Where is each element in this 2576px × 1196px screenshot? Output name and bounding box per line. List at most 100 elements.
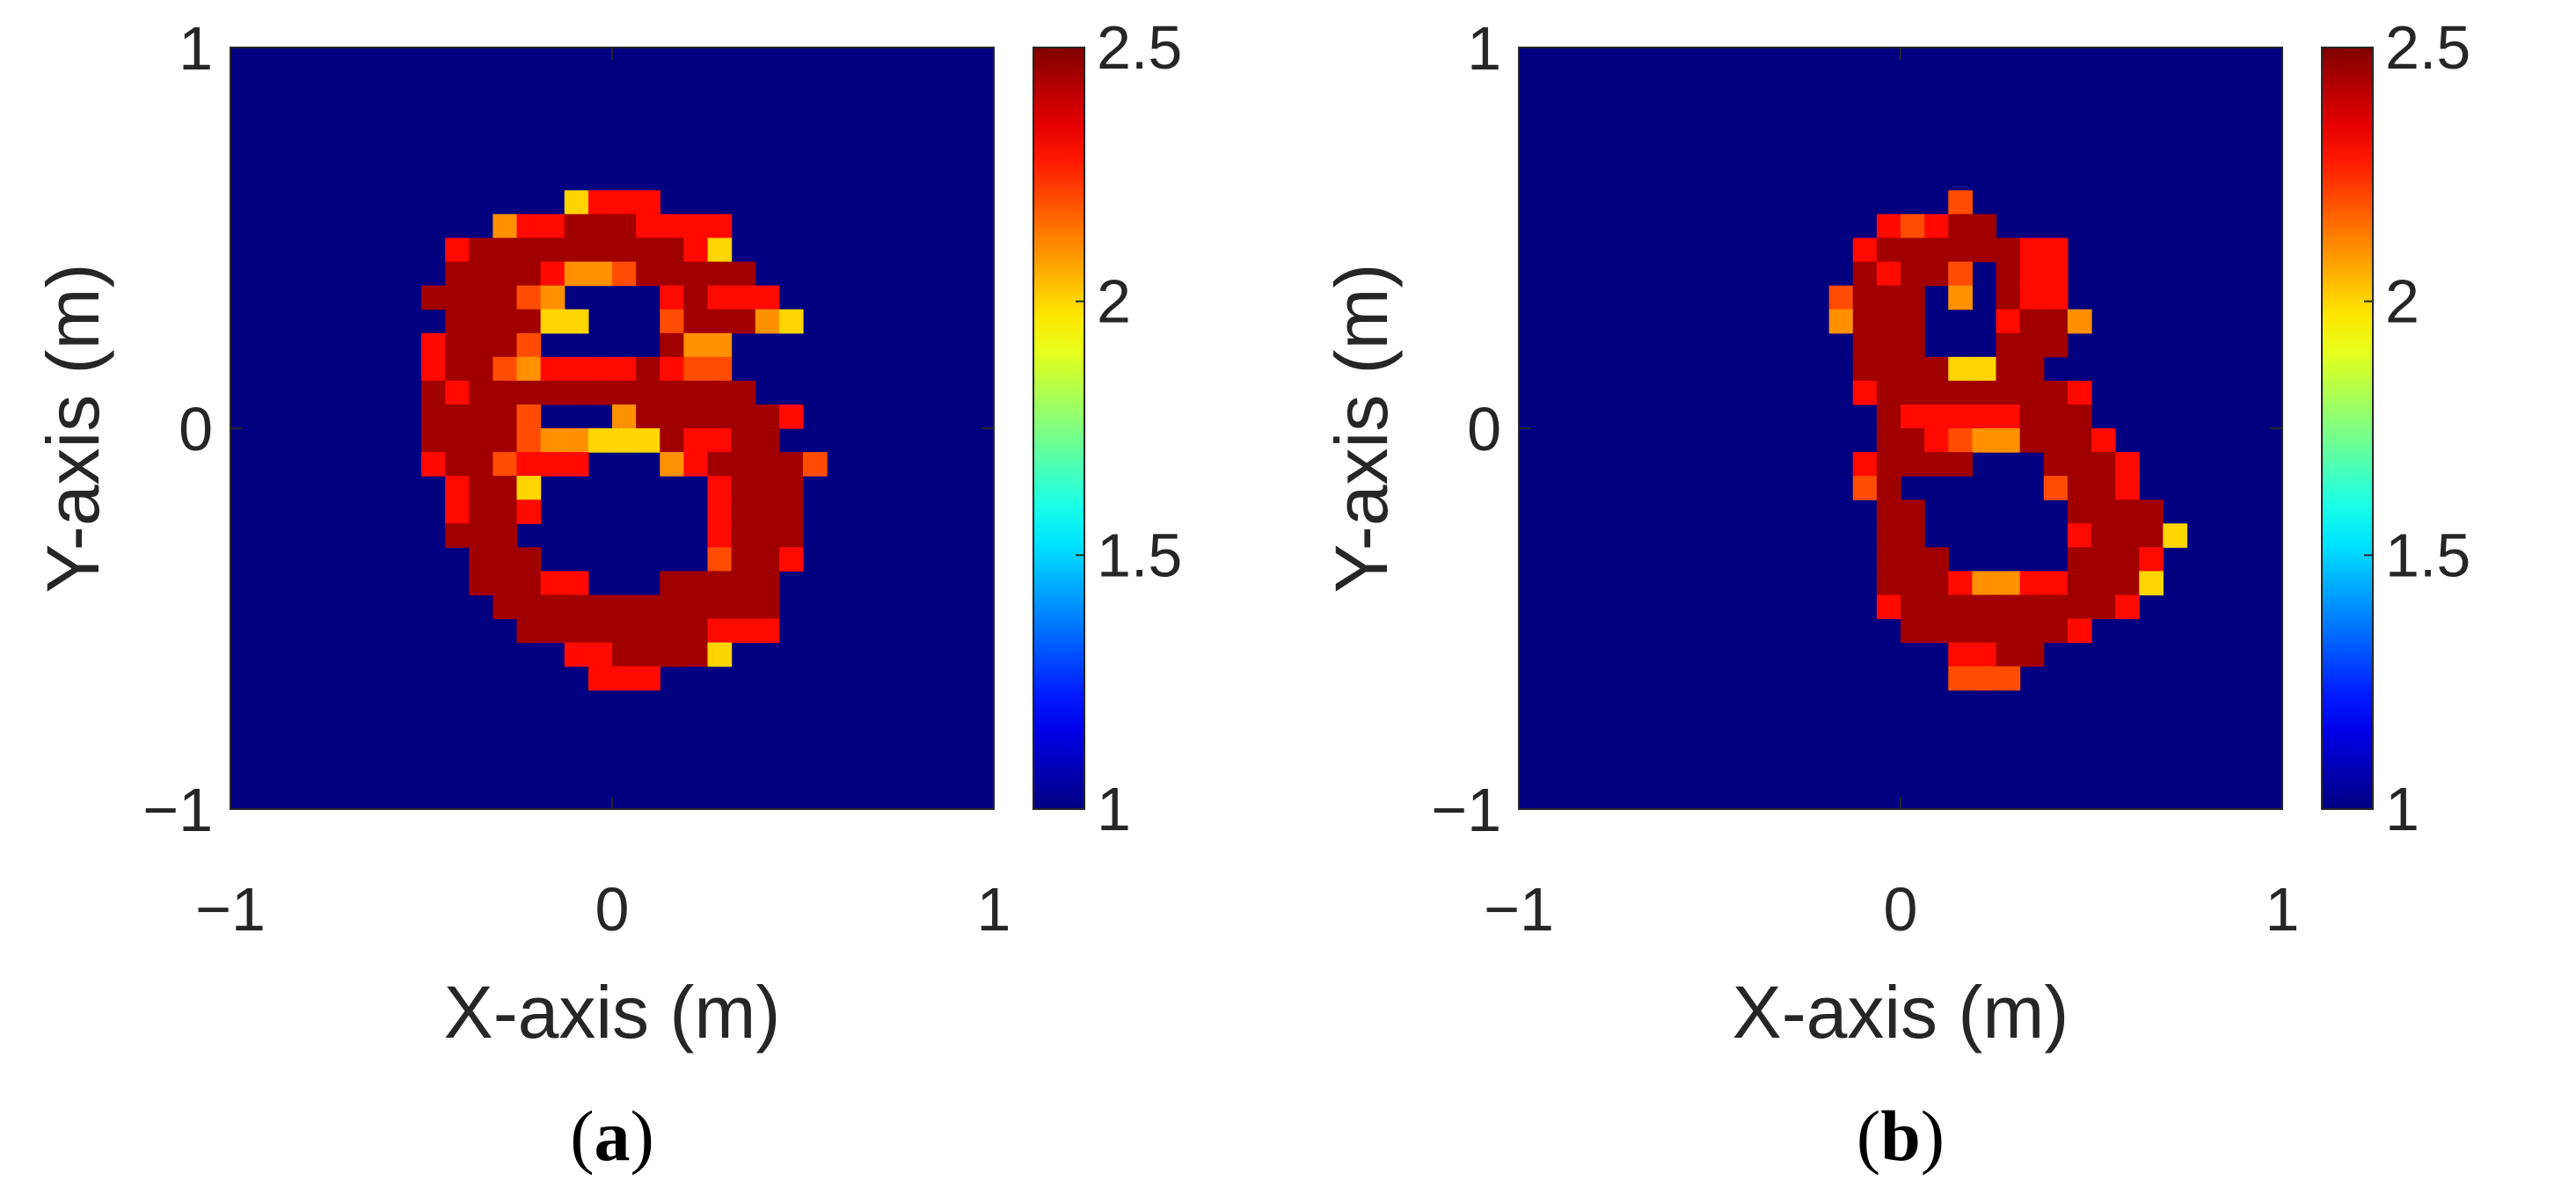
heatmap-cell xyxy=(778,547,804,572)
heatmap-cell xyxy=(755,500,780,524)
panel-caption-letter: b xyxy=(1880,1096,1921,1176)
heatmap-cell xyxy=(1876,452,1901,477)
chart-panel-a: −1 0 1 −1 0 1 X-axis (m) Y-axis (m) 1 1.5 2 2.5 … xyxy=(32,13,1182,1176)
x-axis-label: X-axis (m) xyxy=(444,971,781,1054)
heatmap-cell xyxy=(1901,452,1925,477)
heatmap-cell xyxy=(587,261,613,287)
heatmap-cell xyxy=(636,666,660,691)
heatmap-cell xyxy=(2067,571,2092,596)
heatmap-cell xyxy=(1876,356,1901,382)
heatmap-cell xyxy=(2091,571,2116,596)
heatmap-cell xyxy=(1948,356,1973,382)
heatmap-cell xyxy=(1996,309,2021,334)
heatmap-cell xyxy=(660,404,684,429)
y-axis-label: Y-axis (m) xyxy=(1320,264,1403,594)
heatmap-cell xyxy=(683,285,709,310)
heatmap-cell xyxy=(755,428,780,453)
heatmap-cell xyxy=(707,594,733,620)
heatmap-cell xyxy=(636,594,660,620)
colorbar-tick-label: 2 xyxy=(2385,267,2419,336)
heatmap-cell xyxy=(516,285,542,310)
heatmap-cell xyxy=(731,380,756,405)
heatmap-cell xyxy=(683,380,709,405)
heatmap-cell xyxy=(1924,428,1949,453)
heatmap-cell xyxy=(707,309,733,334)
heatmap-cell xyxy=(1924,214,1949,239)
heatmap-cell xyxy=(707,452,733,477)
heatmap-cell xyxy=(493,547,518,572)
heatmap-cell xyxy=(1901,285,1925,310)
heatmap-cell xyxy=(516,237,542,263)
heatmap-cell xyxy=(2067,618,2092,644)
heatmap-cell xyxy=(660,642,684,667)
y-tick-label: 0 xyxy=(179,395,213,463)
heatmap-cell xyxy=(1996,285,2021,310)
heatmap-cell xyxy=(2067,594,2092,620)
heatmap-cell xyxy=(493,380,518,405)
heatmap-cell xyxy=(540,571,566,596)
heatmap-cell xyxy=(445,285,470,310)
heatmap-cell xyxy=(1901,618,1925,644)
heatmap-cell xyxy=(469,547,493,572)
x-tick-label: 1 xyxy=(2266,875,2300,944)
heatmap-cell xyxy=(516,476,542,500)
y-axis-label: Y-axis (m) xyxy=(32,264,114,594)
heatmap-cell xyxy=(612,618,637,644)
heatmap-cell xyxy=(1901,380,1925,405)
heatmap-cell xyxy=(2043,571,2069,596)
heatmap-cell xyxy=(469,380,493,405)
heatmap-cell xyxy=(469,428,493,453)
heatmap-cell xyxy=(2043,285,2069,310)
heatmap-cell xyxy=(2019,261,2045,287)
heatmap-cell xyxy=(2067,476,2092,500)
heatmap-cell xyxy=(2043,476,2069,500)
heatmap-cell xyxy=(755,594,780,620)
heatmap-cell xyxy=(1924,356,1949,382)
heatmap-cell xyxy=(1972,214,1997,239)
colorbar-tick-label: 1.5 xyxy=(2385,521,2470,589)
heatmap-cell xyxy=(1901,571,1925,596)
heatmap-cell xyxy=(1948,380,1973,405)
heatmap-cell xyxy=(587,237,613,263)
heatmap-cell xyxy=(707,618,733,644)
heatmap-cell xyxy=(731,594,756,620)
heatmap-cell xyxy=(1852,476,1878,500)
heatmap-cell xyxy=(421,356,446,382)
heatmap-cell xyxy=(540,356,566,382)
heatmap-cell xyxy=(564,356,589,382)
colorbar xyxy=(2321,47,2374,810)
heatmap-cell xyxy=(1828,309,1854,334)
heatmap-cell xyxy=(2043,332,2069,358)
heatmap-cell xyxy=(493,285,518,310)
heatmap-cell xyxy=(1876,237,1901,263)
heatmap-cell xyxy=(683,261,709,287)
heatmap-cell xyxy=(1852,261,1878,287)
heatmap-cell xyxy=(540,237,566,263)
heatmap-cell xyxy=(707,356,733,382)
heatmap-cell xyxy=(1924,571,1949,596)
axis-ticks: −1 0 1 −1 0 1 xyxy=(142,14,1011,944)
heatmap-cell xyxy=(1948,237,1973,263)
heatmap-cell xyxy=(707,547,733,572)
colorbar-tick-label: 1 xyxy=(2385,775,2419,843)
heatmap-cell xyxy=(587,190,613,215)
heatmap-cell xyxy=(660,332,684,358)
heatmap-cell xyxy=(469,356,493,382)
heatmap-cell xyxy=(1996,428,2021,453)
heatmap-cell xyxy=(778,500,804,524)
heatmap-cell xyxy=(445,452,470,477)
heatmap-cell xyxy=(1996,356,2021,382)
heatmap-cell xyxy=(1948,285,1973,310)
heatmap-cell xyxy=(683,309,709,334)
heatmap-cell xyxy=(707,523,733,548)
heatmap-cell xyxy=(469,523,493,548)
heatmap-chart-b: −1 0 1 −1 0 1 X-axis (m) Y-axis (m) 1 1.5 2 2.5 xyxy=(1320,13,2470,1054)
heatmap-cell xyxy=(1972,642,1997,667)
heatmap-cell xyxy=(2019,285,2045,310)
heatmap-cell xyxy=(1901,594,1925,620)
heatmap-cell xyxy=(707,237,733,263)
heatmap-cell xyxy=(2043,237,2069,263)
heatmap-cell xyxy=(2115,547,2140,572)
heatmap-cell xyxy=(2043,404,2069,429)
heatmap-cell xyxy=(636,190,660,215)
